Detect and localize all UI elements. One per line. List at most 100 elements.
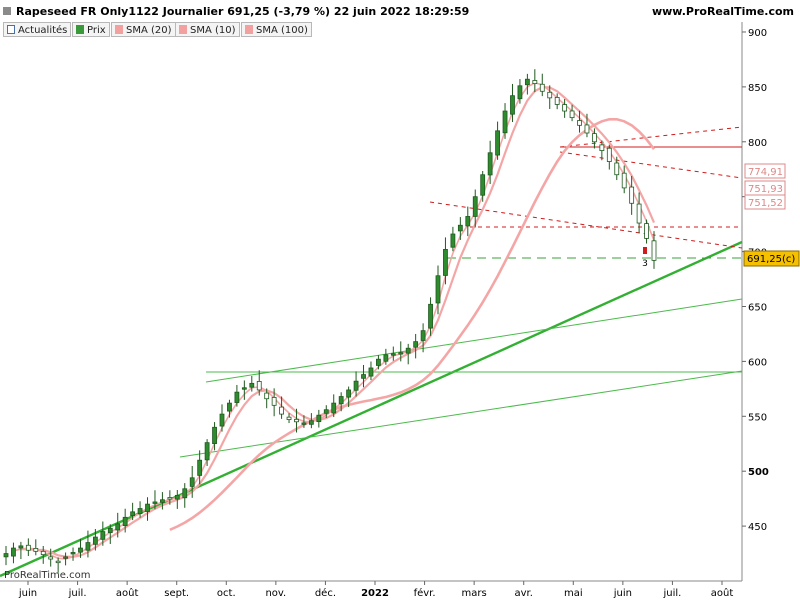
candle xyxy=(70,547,76,561)
candle xyxy=(152,490,158,510)
candle-body xyxy=(204,442,210,461)
candle-body xyxy=(63,556,68,559)
candle-body xyxy=(55,560,61,564)
x-tick-label: oct. xyxy=(217,588,236,599)
signal-markers: 3 xyxy=(642,247,648,269)
candle-body xyxy=(420,330,426,341)
candle xyxy=(413,333,419,359)
x-tick-label: sept. xyxy=(164,588,189,599)
price-button[interactable]: Prix xyxy=(72,22,110,37)
signal-marker-red xyxy=(643,247,647,254)
price-swatch xyxy=(76,25,84,34)
candle xyxy=(279,396,284,419)
upper-channel-line xyxy=(205,298,743,383)
candle xyxy=(621,165,627,194)
candle-body xyxy=(510,95,515,115)
candle-body xyxy=(241,387,247,390)
candle xyxy=(361,364,366,388)
candle-body xyxy=(502,110,508,134)
candle-body xyxy=(614,162,620,176)
sma20-button[interactable]: SMA (20) xyxy=(111,22,176,37)
candle-body xyxy=(651,240,657,261)
sma-label-box-3 xyxy=(744,194,786,210)
candle-body xyxy=(428,303,433,329)
sma100-button-label: SMA (100) xyxy=(256,25,308,36)
candle xyxy=(18,541,24,560)
sma10-button-label: SMA (10) xyxy=(190,25,236,36)
candle xyxy=(160,492,165,510)
x-tick-label: févr. xyxy=(414,587,436,599)
candle xyxy=(644,219,649,244)
candle-body xyxy=(450,233,456,248)
x-axis: juin juil. août sept. oct. nov. déc. 2022 févr. m… xyxy=(18,581,733,599)
plot-background xyxy=(0,21,742,581)
refresh-icon xyxy=(7,25,15,34)
candle-body xyxy=(212,426,217,444)
news-button[interactable]: Actualités xyxy=(3,22,72,37)
indicator-toolbar: Actualités Prix SMA (20) SMA (10) SMA (1… xyxy=(0,21,760,39)
candle-body xyxy=(323,409,329,414)
candle xyxy=(78,538,83,558)
watermark: ProRealTime.com xyxy=(4,570,90,581)
candle xyxy=(122,508,128,533)
candle-body xyxy=(308,420,314,425)
candle-body xyxy=(92,536,98,545)
candle xyxy=(472,189,478,228)
candle xyxy=(592,128,597,149)
candle xyxy=(130,502,136,521)
candle-body xyxy=(182,488,188,499)
x-tick-label: nov. xyxy=(265,588,286,599)
x-tick-label: juin xyxy=(18,588,37,599)
candle xyxy=(174,489,180,509)
candle xyxy=(577,110,582,133)
candle-body xyxy=(584,124,590,134)
candlesticks xyxy=(3,69,657,573)
candle xyxy=(33,539,39,556)
sma100-button[interactable]: SMA (100) xyxy=(241,22,312,37)
candle-body xyxy=(279,406,284,415)
site-link[interactable]: www.ProRealTime.com xyxy=(651,5,794,18)
price-button-label: Prix xyxy=(87,25,106,36)
candle-body xyxy=(78,547,83,553)
candle xyxy=(346,386,352,408)
candle xyxy=(487,140,493,185)
candle xyxy=(539,73,545,97)
candle xyxy=(137,501,143,518)
last-price-label: 691,25(c) xyxy=(747,254,795,265)
sma-value-label-1: 774,91 xyxy=(748,167,783,178)
candle xyxy=(405,343,411,365)
candle xyxy=(204,439,210,466)
candle xyxy=(227,399,232,418)
candle-body xyxy=(443,248,448,276)
candle xyxy=(100,521,106,546)
sma20-swatch xyxy=(115,25,123,34)
candle-body xyxy=(189,477,195,487)
sma10-button[interactable]: SMA (10) xyxy=(175,22,240,37)
candle-body xyxy=(524,78,530,86)
x-tick-label: août xyxy=(711,587,734,599)
window-icon xyxy=(3,7,11,15)
candle-body xyxy=(48,556,54,560)
candle xyxy=(465,206,471,237)
candle-body xyxy=(353,380,359,391)
chart-header: Rapeseed FR Only1122 Journalier 691,25 (… xyxy=(0,0,800,22)
candle-body xyxy=(286,416,292,420)
candle xyxy=(115,512,121,538)
y-tick-label: 550 xyxy=(748,412,767,423)
candle-body xyxy=(599,144,605,151)
candle-body xyxy=(3,553,9,558)
y-tick-label: 850 xyxy=(748,83,767,94)
candle-body xyxy=(197,459,203,476)
candle xyxy=(197,450,203,485)
candle xyxy=(308,413,314,429)
candle-body xyxy=(249,382,255,388)
candle-body xyxy=(316,414,322,423)
candle-body xyxy=(40,550,46,556)
candle-body xyxy=(629,186,635,204)
candle-body xyxy=(517,85,523,100)
sma20-button-label: SMA (20) xyxy=(126,25,172,36)
candle-body xyxy=(294,418,299,423)
sma-label-box-1 xyxy=(744,163,786,179)
candle-body xyxy=(532,80,538,84)
